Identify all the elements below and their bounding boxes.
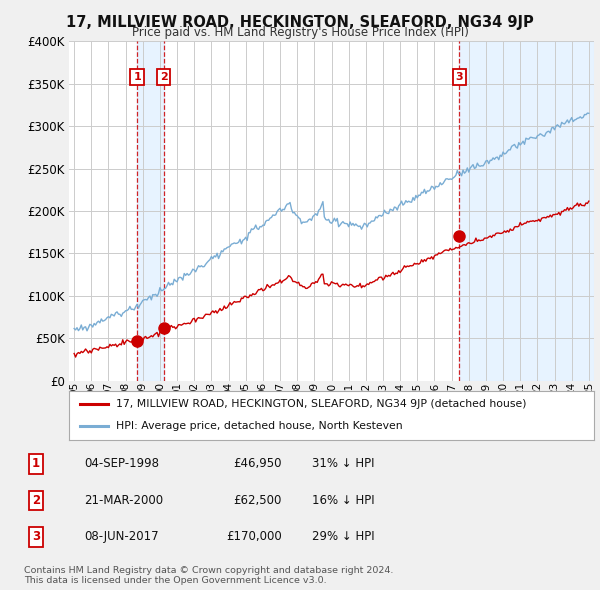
Bar	[137, 41, 164, 381]
Text: 17, MILLVIEW ROAD, HECKINGTON, SLEAFORD, NG34 9JP: 17, MILLVIEW ROAD, HECKINGTON, SLEAFORD,…	[66, 15, 534, 30]
Text: £46,950: £46,950	[233, 457, 282, 470]
Text: 04-SEP-1998: 04-SEP-1998	[84, 457, 159, 470]
Text: 2: 2	[160, 72, 167, 82]
Text: Contains HM Land Registry data © Crown copyright and database right 2024.
This d: Contains HM Land Registry data © Crown c…	[24, 566, 394, 585]
Text: Price paid vs. HM Land Registry's House Price Index (HPI): Price paid vs. HM Land Registry's House …	[131, 26, 469, 39]
Text: 3: 3	[32, 530, 40, 543]
Text: HPI: Average price, detached house, North Kesteven: HPI: Average price, detached house, Nort…	[116, 421, 403, 431]
Text: 1: 1	[133, 72, 141, 82]
Text: 29% ↓ HPI: 29% ↓ HPI	[312, 530, 374, 543]
Text: 21-MAR-2000: 21-MAR-2000	[84, 494, 163, 507]
Bar	[459, 41, 594, 381]
Text: £170,000: £170,000	[226, 530, 282, 543]
Text: 3: 3	[455, 72, 463, 82]
Text: £62,500: £62,500	[233, 494, 282, 507]
Text: 16% ↓ HPI: 16% ↓ HPI	[312, 494, 374, 507]
Text: 08-JUN-2017: 08-JUN-2017	[84, 530, 158, 543]
Text: 2: 2	[32, 494, 40, 507]
Text: 1: 1	[32, 457, 40, 470]
Text: 17, MILLVIEW ROAD, HECKINGTON, SLEAFORD, NG34 9JP (detached house): 17, MILLVIEW ROAD, HECKINGTON, SLEAFORD,…	[116, 399, 527, 409]
Text: 31% ↓ HPI: 31% ↓ HPI	[312, 457, 374, 470]
